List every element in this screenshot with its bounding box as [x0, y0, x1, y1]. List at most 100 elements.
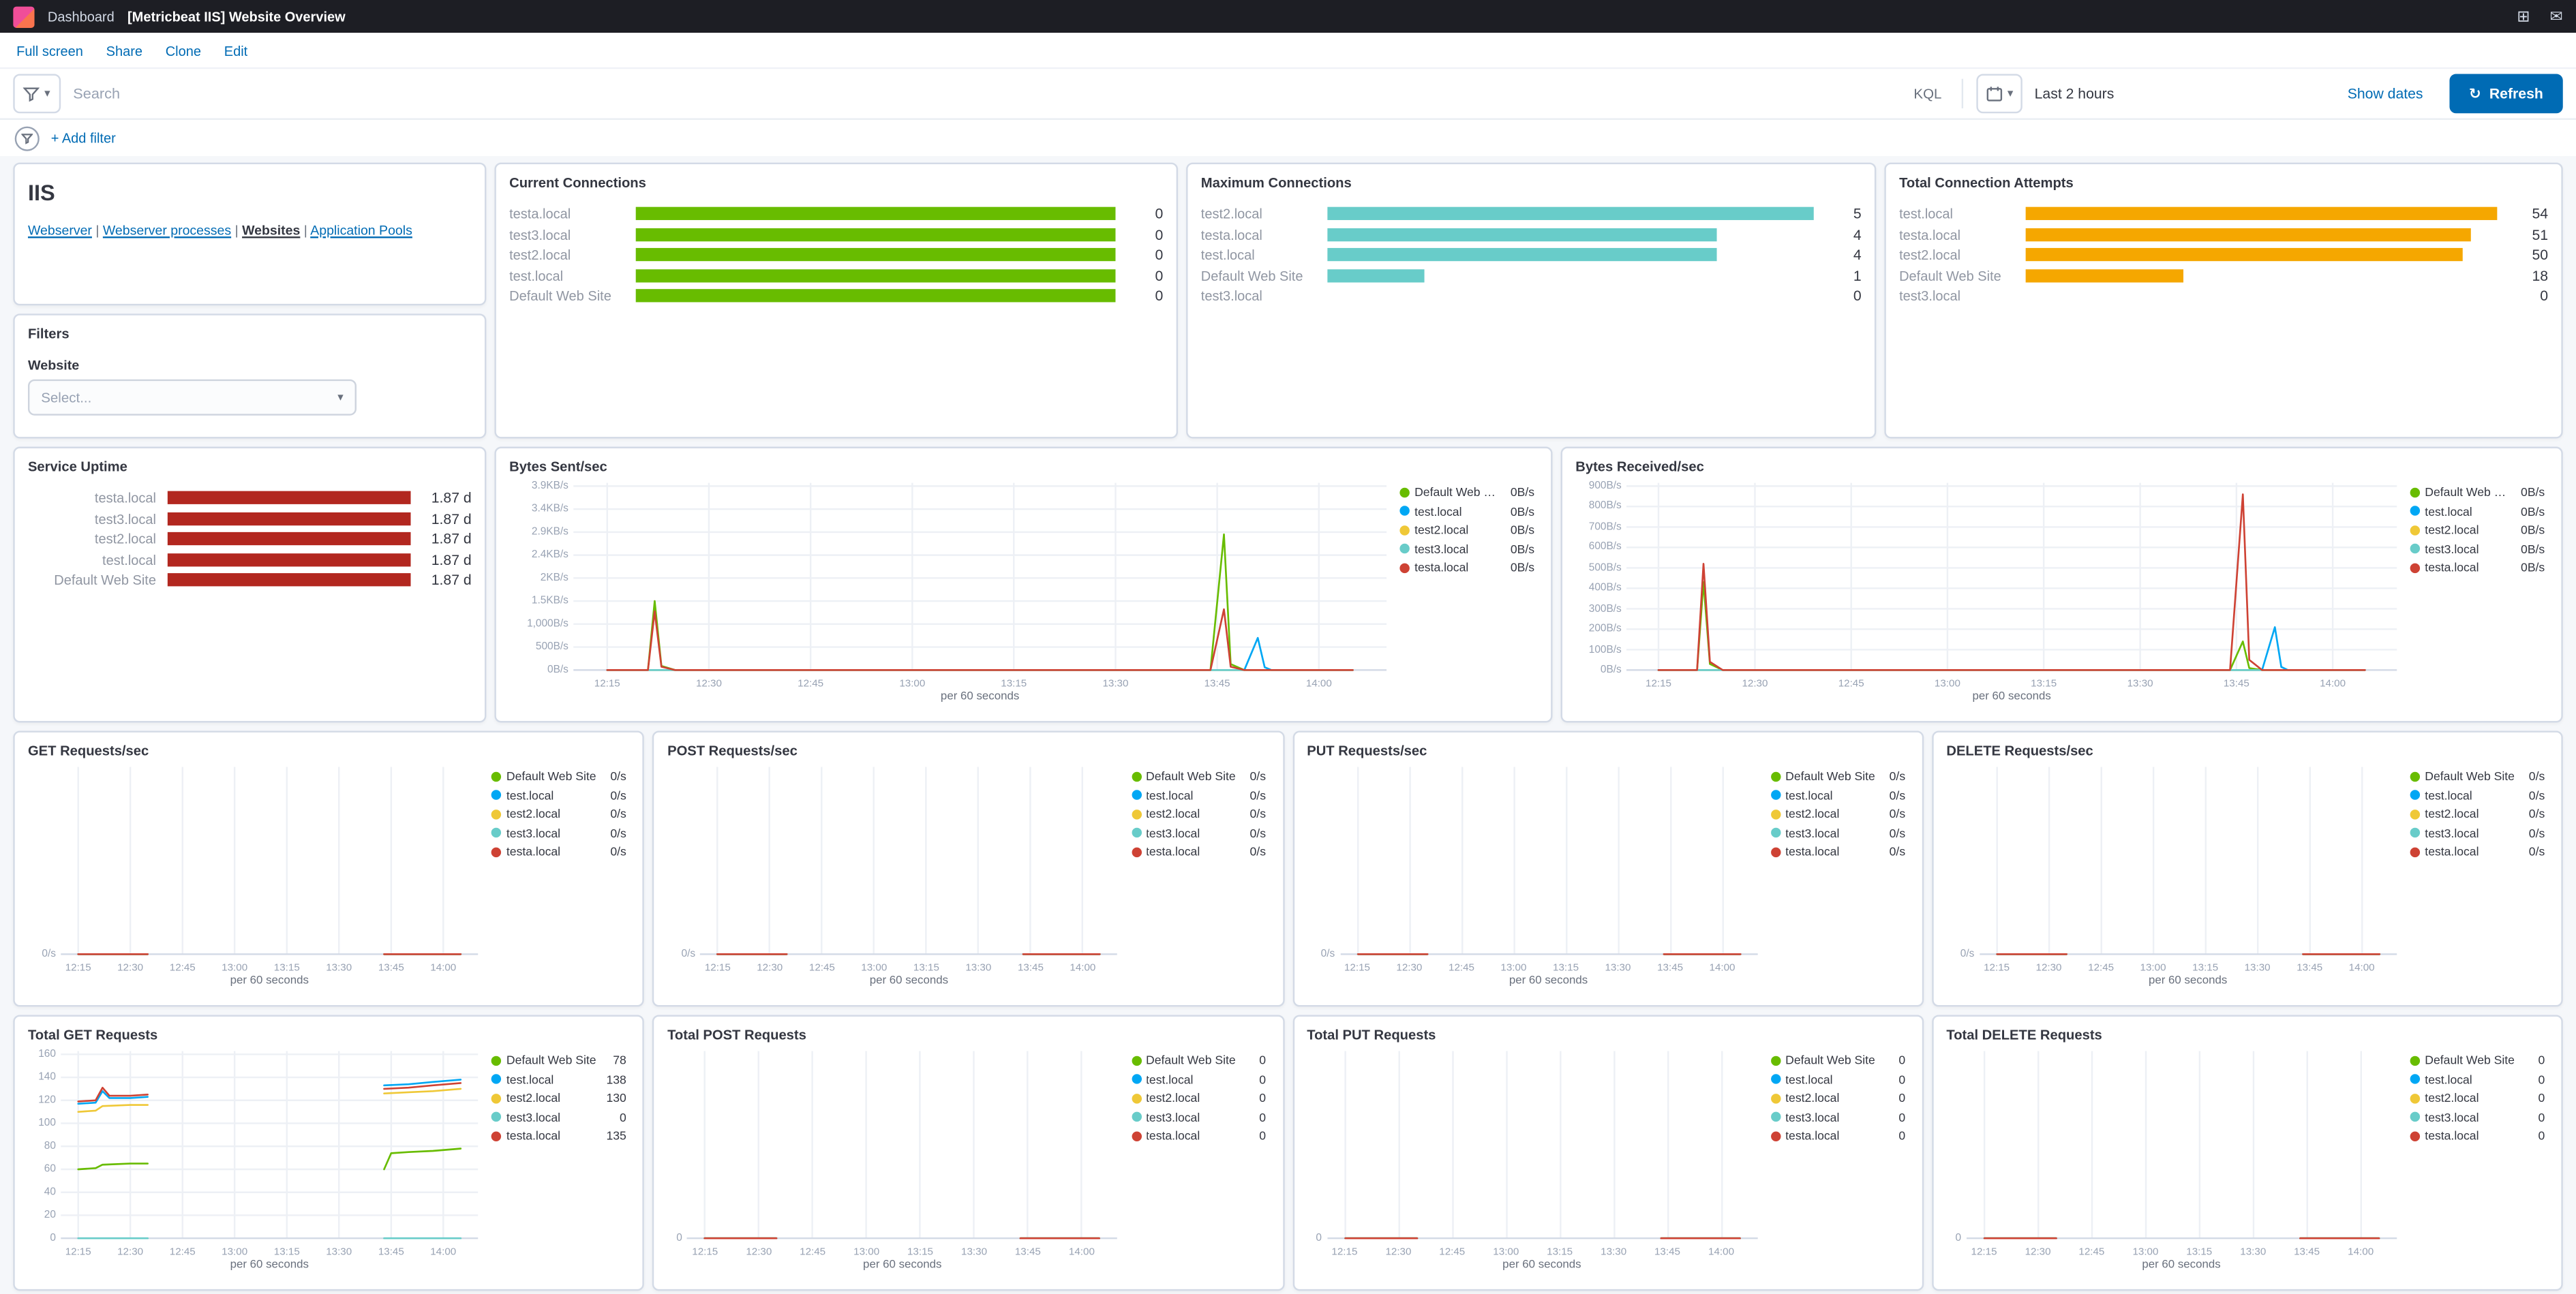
query-language-button[interactable]: KQL — [1913, 85, 1942, 102]
dashboard-menu-bar: Full screen Share Clone Edit — [0, 33, 2576, 67]
legend-item[interactable]: testa.local 0B/s — [1399, 560, 1534, 575]
legend-item[interactable]: testa.local 0/s — [1770, 844, 1905, 859]
legend-item[interactable]: Default Web Site 0B/s — [1399, 484, 1534, 499]
share-button[interactable]: Share — [106, 42, 143, 59]
bar-label: test2.local — [509, 246, 571, 263]
y-axis-tick: 200B/s — [1588, 623, 1622, 635]
legend-item[interactable]: testa.local 135 — [491, 1128, 626, 1143]
refresh-button[interactable]: ↻ Refresh — [2449, 74, 2563, 114]
legend-item[interactable]: Default Web Site 0/s — [1131, 769, 1266, 784]
legend-item[interactable]: Default Web Site 0 — [1131, 1053, 1266, 1068]
legend-item[interactable]: test2.local 0 — [1131, 1090, 1266, 1105]
legend-item[interactable]: testa.local 0B/s — [2410, 560, 2545, 575]
legend-value: 130 — [606, 1090, 626, 1105]
legend-item[interactable]: test3.local 0 — [491, 1109, 626, 1124]
legend-value: 0B/s — [2521, 522, 2545, 538]
y-axis-tick: 0/s — [42, 948, 56, 960]
legend-item[interactable]: test.local 0 — [2410, 1072, 2545, 1086]
legend-item[interactable]: test.local 0 — [1131, 1072, 1266, 1086]
legend-item[interactable]: test.local 138 — [491, 1072, 626, 1086]
bar-track — [2025, 247, 2498, 262]
bar-track — [1327, 289, 1813, 302]
bar-label: test3.local — [94, 510, 156, 527]
breadcrumb[interactable]: Dashboard — [47, 8, 115, 25]
legend-item[interactable]: test3.local 0 — [2410, 1109, 2545, 1124]
legend-item[interactable]: Default Web Site 0B/s — [2410, 484, 2545, 499]
legend-item[interactable]: test2.local 0/s — [2410, 806, 2545, 821]
x-axis-tick: 12:30 — [1742, 678, 1768, 690]
legend-swatch — [1770, 808, 1781, 819]
legend-item[interactable]: test.local 0/s — [1131, 788, 1266, 802]
legend-item[interactable]: testa.local 0 — [1770, 1128, 1905, 1143]
legend-item[interactable]: test3.local 0B/s — [2410, 541, 2545, 556]
legend-item[interactable]: Default Web Site 78 — [491, 1053, 626, 1068]
legend-item[interactable]: testa.local 0 — [1131, 1128, 1266, 1143]
x-axis-tick: 14:00 — [1070, 962, 1096, 974]
legend-item[interactable]: test.local 0 — [1770, 1072, 1905, 1086]
bar-track — [167, 491, 411, 504]
legend-item[interactable]: testa.local 0 — [2410, 1128, 2545, 1143]
x-axis-tick: 12:30 — [117, 962, 144, 974]
apps-grid-icon[interactable]: ⊞ — [2517, 7, 2530, 26]
bar-track — [2025, 206, 2498, 220]
legend-label: test2.local — [1414, 522, 1469, 538]
website-select[interactable]: Select... ▾ — [27, 379, 357, 416]
legend-item[interactable]: Default Web Site 0/s — [2410, 769, 2545, 784]
iis-nav-link[interactable]: Websites — [242, 223, 301, 238]
x-axis-tick: 14:00 — [430, 962, 457, 974]
legend-label: test3.local — [1146, 1109, 1200, 1124]
legend-item[interactable]: testa.local 0/s — [1131, 844, 1266, 859]
search-input[interactable]: Search — [73, 85, 121, 102]
legend-item[interactable]: Default Web Site 0/s — [491, 769, 626, 784]
legend-item[interactable]: testa.local 0/s — [2410, 844, 2545, 859]
legend-item[interactable]: test3.local 0B/s — [1399, 541, 1534, 556]
iis-nav-link[interactable]: Webserver processes — [102, 223, 232, 238]
legend-item[interactable]: test.local 0B/s — [2410, 504, 2545, 518]
x-axis-tick: 12:45 — [798, 678, 824, 690]
x-axis-tick: 12:30 — [117, 1246, 144, 1259]
add-filter-button[interactable]: + Add filter — [50, 129, 116, 147]
edit-button[interactable]: Edit — [224, 42, 248, 59]
panel-title: POST Requests/sec — [667, 742, 798, 759]
legend-item[interactable]: test3.local 0/s — [2410, 825, 2545, 840]
iis-nav-link[interactable]: Webserver — [27, 223, 92, 238]
global-filter-options-icon[interactable] — [14, 125, 40, 151]
saved-query-menu-button[interactable]: ▾ — [13, 74, 61, 114]
legend-item[interactable]: Default Web Site 0 — [1770, 1053, 1905, 1068]
legend-item[interactable]: test.local 0/s — [491, 788, 626, 802]
legend-item[interactable]: test2.local 0B/s — [2410, 522, 2545, 537]
legend-item[interactable]: test3.local 0/s — [1131, 825, 1266, 840]
time-range-value[interactable]: Last 2 hours — [2034, 85, 2115, 102]
show-dates-button[interactable]: Show dates — [2347, 85, 2423, 102]
legend-item[interactable]: test3.local 0/s — [491, 825, 626, 840]
legend-item[interactable]: test2.local 0/s — [1770, 806, 1905, 821]
panel-delete-requests-sec: DELETE Requests/sec 0/s 12:15 12:30 12:45 13… — [1931, 730, 2563, 1007]
legend-item[interactable]: test2.local 0 — [2410, 1090, 2545, 1105]
legend-item[interactable]: testa.local 0/s — [491, 844, 626, 859]
legend-item[interactable]: Default Web Site 0 — [2410, 1053, 2545, 1068]
legend-item[interactable]: test.local 0/s — [2410, 788, 2545, 802]
full-screen-button[interactable]: Full screen — [16, 42, 83, 59]
legend-label: testa.local — [2425, 559, 2479, 575]
legend-item[interactable]: test3.local 0 — [1131, 1109, 1266, 1124]
legend-item[interactable]: test.local 0/s — [1770, 788, 1905, 802]
x-axis-tick: 13:15 — [907, 1246, 933, 1259]
legend-item[interactable]: test2.local 0/s — [1131, 806, 1266, 821]
legend-item[interactable]: test3.local 0/s — [1770, 825, 1905, 840]
legend-item[interactable]: test3.local 0 — [1770, 1109, 1905, 1124]
line-chart-plot — [687, 1051, 1118, 1239]
iis-nav-link[interactable]: Application Pools — [310, 223, 412, 238]
legend-label: testa.local — [1146, 1128, 1200, 1143]
bar-track — [1327, 268, 1813, 282]
elastic-logo-icon[interactable] — [13, 5, 35, 27]
legend-item[interactable]: test.local 0B/s — [1399, 504, 1534, 518]
clone-button[interactable]: Clone — [165, 42, 202, 59]
legend-item[interactable]: test2.local 0B/s — [1399, 522, 1534, 537]
legend-item[interactable]: Default Web Site 0/s — [1770, 769, 1905, 784]
legend-item[interactable]: test2.local 0 — [1770, 1090, 1905, 1105]
link-separator: | — [91, 223, 103, 238]
legend-item[interactable]: test2.local 130 — [491, 1090, 626, 1105]
calendar-menu-button[interactable]: ▾ — [1976, 74, 2023, 114]
legend-item[interactable]: test2.local 0/s — [491, 806, 626, 821]
mail-icon[interactable]: ✉ — [2549, 7, 2563, 26]
